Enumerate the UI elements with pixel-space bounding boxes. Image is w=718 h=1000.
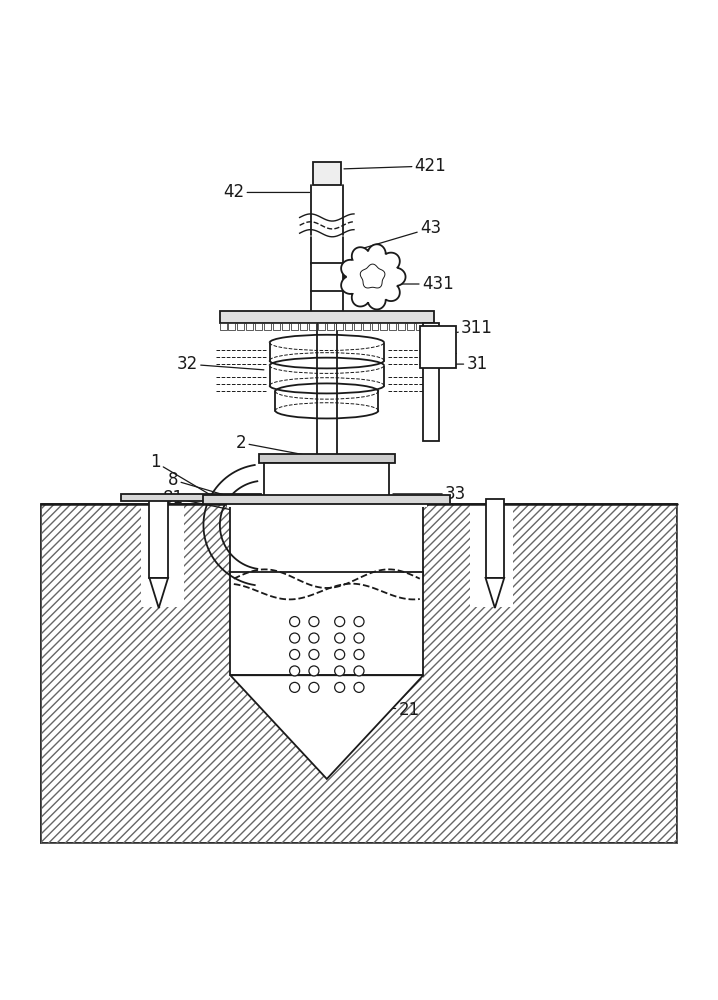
Circle shape <box>335 666 345 676</box>
Circle shape <box>354 649 364 659</box>
Bar <box>312 162 341 185</box>
Bar <box>407 323 414 330</box>
Text: 311: 311 <box>457 319 493 337</box>
Bar <box>420 326 455 368</box>
Circle shape <box>289 633 299 643</box>
Text: 31: 31 <box>441 355 488 373</box>
Bar <box>425 323 432 330</box>
Bar <box>398 323 405 330</box>
Bar <box>121 494 261 501</box>
Polygon shape <box>341 244 406 309</box>
Circle shape <box>335 682 345 692</box>
Bar <box>309 323 316 330</box>
Text: 421: 421 <box>344 157 447 175</box>
Bar <box>227 500 427 507</box>
Circle shape <box>289 649 299 659</box>
Circle shape <box>335 649 345 659</box>
Bar <box>389 323 396 330</box>
Bar <box>311 263 342 291</box>
Bar <box>203 495 450 504</box>
Text: 1: 1 <box>150 453 210 495</box>
Bar <box>149 499 168 578</box>
Text: 2: 2 <box>236 434 316 457</box>
Bar <box>256 323 262 330</box>
Bar <box>230 500 424 679</box>
Text: 81: 81 <box>162 489 243 512</box>
Text: 8: 8 <box>168 471 246 501</box>
Circle shape <box>309 666 319 676</box>
Polygon shape <box>485 578 504 608</box>
Bar <box>228 323 236 330</box>
Polygon shape <box>230 675 424 779</box>
Circle shape <box>354 682 364 692</box>
Bar <box>416 323 423 330</box>
Bar <box>220 311 434 323</box>
Bar <box>220 323 226 330</box>
Bar <box>291 323 298 330</box>
Bar <box>230 504 424 575</box>
Bar <box>300 323 307 330</box>
Circle shape <box>309 617 319 627</box>
Polygon shape <box>149 578 168 608</box>
Bar <box>327 323 334 330</box>
Text: 431: 431 <box>391 275 454 293</box>
Bar <box>141 504 184 607</box>
Circle shape <box>309 682 319 692</box>
Circle shape <box>335 617 345 627</box>
Bar <box>282 323 289 330</box>
Circle shape <box>289 682 299 692</box>
Bar <box>485 499 504 578</box>
Bar <box>381 323 388 330</box>
Circle shape <box>309 649 319 659</box>
Polygon shape <box>360 264 385 288</box>
Bar <box>345 323 352 330</box>
Bar <box>41 504 677 843</box>
Bar <box>470 504 513 607</box>
Circle shape <box>309 633 319 643</box>
Circle shape <box>354 633 364 643</box>
Bar <box>371 323 378 330</box>
Circle shape <box>354 617 364 627</box>
Bar <box>258 454 395 463</box>
Text: 32: 32 <box>177 355 264 373</box>
Bar <box>230 572 424 675</box>
Text: 33: 33 <box>393 485 466 503</box>
Circle shape <box>354 666 364 676</box>
Text: 21: 21 <box>334 701 420 719</box>
Bar <box>318 323 325 330</box>
Bar <box>424 323 439 441</box>
Bar <box>264 463 389 507</box>
Bar <box>246 323 253 330</box>
Bar <box>41 504 677 843</box>
Circle shape <box>289 617 299 627</box>
Circle shape <box>335 633 345 643</box>
Bar <box>336 323 342 330</box>
Bar <box>238 323 244 330</box>
Text: 42: 42 <box>223 183 309 201</box>
Bar <box>273 323 280 330</box>
Text: 43: 43 <box>358 219 441 250</box>
Bar <box>354 323 360 330</box>
Circle shape <box>289 666 299 676</box>
Bar <box>363 323 370 330</box>
Bar <box>264 323 271 330</box>
